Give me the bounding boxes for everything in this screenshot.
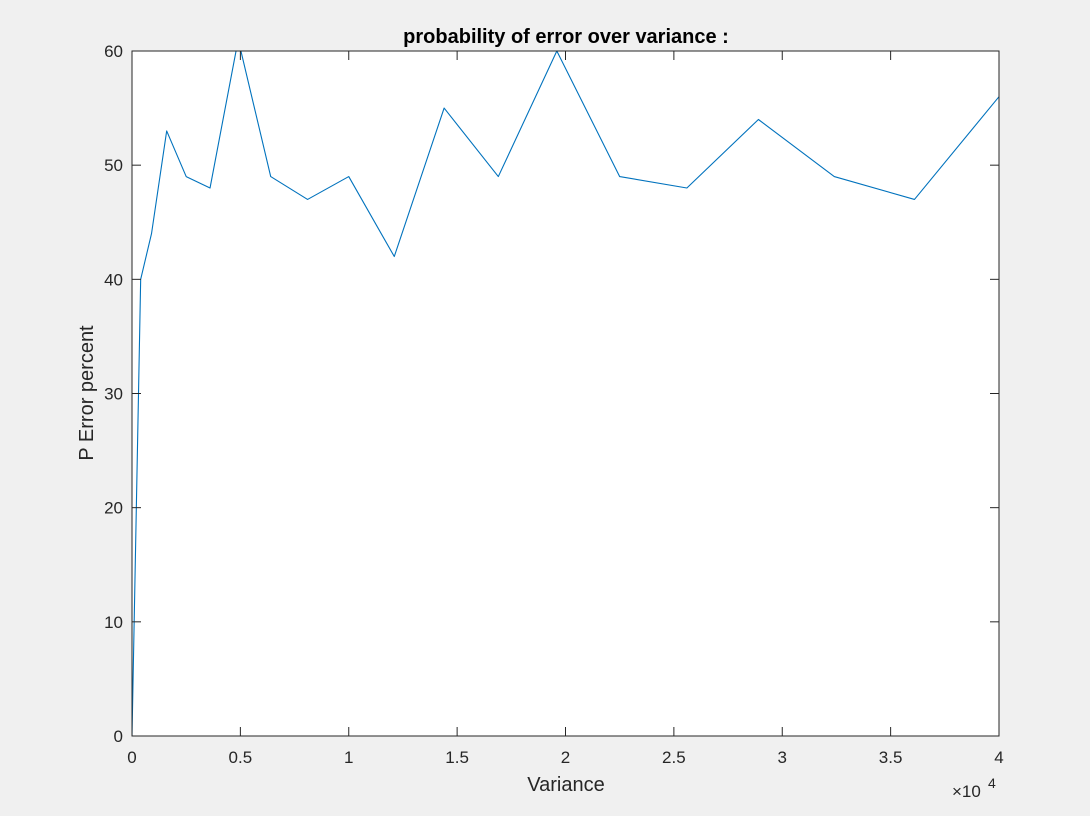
x-tick-label: 1 — [344, 748, 353, 767]
x-tick-label: 2.5 — [662, 748, 686, 767]
y-tick-label: 30 — [104, 385, 123, 404]
y-tick-label: 50 — [104, 156, 123, 175]
x-axis-exponent-power: 4 — [988, 775, 996, 791]
series-line — [132, 51, 999, 736]
chart-title: probability of error over variance : — [403, 26, 729, 48]
x-axis-exponent: ×10 4 — [952, 775, 996, 801]
y-axis-label: P Error percent — [76, 325, 98, 461]
axes-background — [132, 51, 999, 736]
x-tick-label: 2 — [561, 748, 570, 767]
x-tick-label: 3 — [778, 748, 787, 767]
x-tick-label: 1.5 — [445, 748, 469, 767]
y-tick-label: 10 — [104, 613, 123, 632]
y-tick-label: 60 — [104, 42, 123, 61]
x-axis-exponent-base: ×10 — [952, 782, 981, 801]
x-tick-label: 0 — [127, 748, 136, 767]
x-tick-label: 3.5 — [879, 748, 903, 767]
x-tick-label: 4 — [994, 748, 1003, 767]
y-tick-label: 20 — [104, 499, 123, 518]
x-tick-label: 0.5 — [229, 748, 253, 767]
y-tick-label: 0 — [114, 727, 123, 746]
x-axis-label: Variance — [527, 774, 604, 796]
y-tick-label: 40 — [104, 270, 123, 289]
